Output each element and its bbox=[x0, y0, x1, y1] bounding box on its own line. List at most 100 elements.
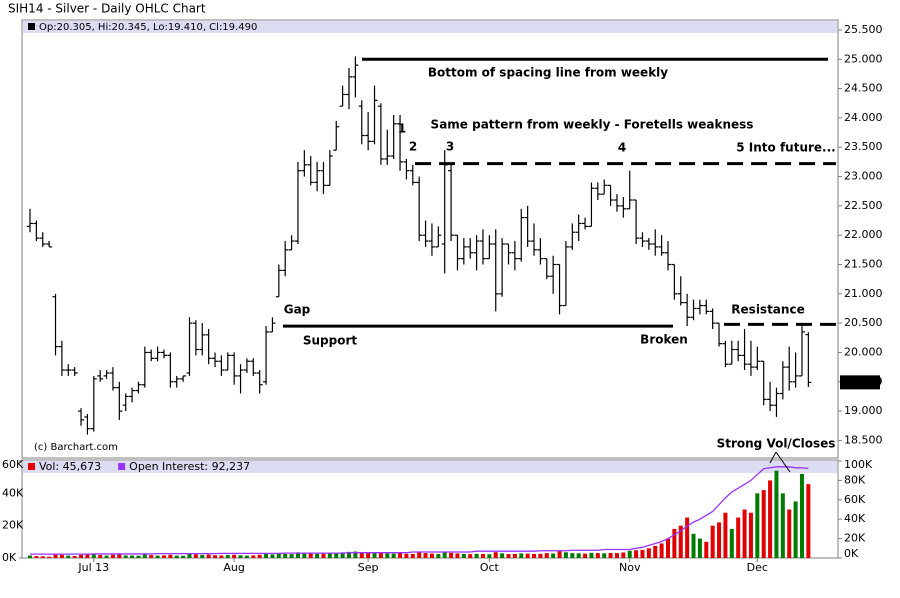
volume-bar bbox=[583, 553, 588, 558]
y-tick-label: 20.000 bbox=[844, 345, 883, 358]
volume-bar bbox=[761, 490, 766, 558]
x-tick-label: Aug bbox=[223, 561, 244, 574]
volume-bar bbox=[315, 553, 320, 558]
volume-bar bbox=[538, 553, 543, 558]
volume-bar bbox=[283, 553, 288, 558]
y-tick-label: 23.000 bbox=[844, 170, 883, 183]
x-tick-label: Nov bbox=[619, 561, 641, 574]
legend-strip bbox=[23, 21, 837, 33]
volume-bar bbox=[110, 554, 115, 558]
volume-bar bbox=[672, 528, 677, 558]
volume-bar bbox=[334, 552, 339, 558]
volume-bar bbox=[634, 550, 639, 558]
volume-bar bbox=[372, 553, 377, 558]
y2-tick-label: 80K bbox=[844, 473, 866, 486]
y-tick-label: 20K bbox=[2, 519, 24, 532]
volume-bar bbox=[729, 528, 734, 558]
volume-bar bbox=[500, 553, 505, 558]
annotation: Strong Vol/Closes bbox=[717, 437, 836, 451]
y-tick-label: 23.500 bbox=[844, 140, 883, 153]
annotation: 3 bbox=[446, 140, 454, 154]
volume-bar bbox=[257, 554, 262, 558]
volume-bar bbox=[461, 553, 466, 558]
volume-bar bbox=[678, 525, 683, 558]
legend-label: Op:20.305, Hi:20.345, Lo:19.410, Cl:19.4… bbox=[39, 22, 257, 33]
legend-label: Open Interest: 92,237 bbox=[129, 460, 250, 473]
annotation: Support bbox=[303, 334, 358, 348]
annotations: Bottom of spacing line from weekly Same … bbox=[284, 66, 836, 473]
volume-bar bbox=[697, 538, 702, 558]
y-tick-label: 22.000 bbox=[844, 228, 883, 241]
volume-bar bbox=[589, 552, 594, 558]
volume-bar bbox=[321, 553, 326, 558]
annotation: Broken bbox=[640, 333, 688, 347]
volume-bar bbox=[449, 552, 454, 558]
volume-bar bbox=[181, 555, 186, 558]
volume-bar bbox=[685, 517, 690, 558]
x-tick-label: Sep bbox=[358, 561, 379, 574]
volume-bar bbox=[378, 552, 383, 558]
volume-bar bbox=[353, 551, 358, 558]
volume-bars bbox=[28, 470, 811, 558]
volume-bar bbox=[385, 553, 390, 558]
volume-bar bbox=[614, 553, 619, 558]
x-tick-label: Jul 13 bbox=[77, 561, 109, 574]
price-panel bbox=[21, 19, 839, 459]
volume-bar bbox=[653, 545, 658, 558]
legend-strip bbox=[23, 461, 837, 473]
ohlc-bars bbox=[27, 56, 812, 435]
volume-bar bbox=[627, 550, 632, 558]
volume-bar bbox=[72, 556, 77, 558]
y-tick-label: 21.000 bbox=[844, 287, 883, 300]
volume-bar bbox=[79, 554, 84, 558]
volume-bar bbox=[28, 555, 32, 558]
volume-bar bbox=[391, 553, 396, 558]
volume-bar bbox=[717, 522, 722, 558]
volume-bar bbox=[193, 554, 198, 558]
volume-bar bbox=[736, 517, 741, 558]
annotation: 5 Into future... bbox=[736, 141, 835, 155]
y-tick-label: 18.500 bbox=[844, 433, 883, 446]
volume-bar bbox=[787, 509, 792, 558]
x-tick-label: Oct bbox=[480, 561, 500, 574]
volume-bar bbox=[295, 552, 300, 558]
volume-bar bbox=[117, 553, 122, 558]
volume-bar bbox=[480, 553, 485, 558]
y-tick-label: 24.500 bbox=[844, 82, 883, 95]
y2-tick-label: 20K bbox=[844, 532, 866, 545]
volume-bar bbox=[270, 554, 275, 558]
volume-bar bbox=[493, 552, 498, 558]
y-tick-label: 25.000 bbox=[844, 52, 883, 65]
volume-bar bbox=[748, 512, 753, 558]
volume-bar bbox=[691, 533, 696, 558]
volume-bar bbox=[276, 553, 281, 558]
volume-bar bbox=[525, 553, 530, 558]
volume-bar bbox=[85, 554, 90, 558]
y-tick-label: 40K bbox=[2, 486, 24, 499]
volume-bar bbox=[468, 554, 473, 558]
y-tick-label: 60K bbox=[2, 458, 24, 471]
annotation: Resistance bbox=[731, 303, 804, 317]
volume-bar bbox=[155, 555, 160, 558]
volume-panel bbox=[21, 459, 839, 559]
volume-bar bbox=[455, 553, 460, 558]
price-tag bbox=[840, 375, 880, 390]
volume-bar bbox=[149, 555, 154, 558]
open-interest-line bbox=[30, 466, 809, 555]
volume-bar bbox=[487, 554, 492, 558]
volume-bar bbox=[225, 555, 230, 558]
volume-bar bbox=[793, 501, 798, 558]
volume-bar bbox=[219, 555, 224, 558]
volume-bar bbox=[238, 555, 243, 558]
volume-bar bbox=[551, 553, 556, 558]
volume-bar bbox=[398, 552, 403, 558]
volume-bar bbox=[302, 553, 307, 558]
volume-bar bbox=[59, 554, 64, 558]
legend-swatch bbox=[28, 463, 35, 470]
volume-bar bbox=[621, 552, 626, 558]
volume-bar bbox=[512, 553, 517, 558]
volume-bar bbox=[710, 525, 715, 558]
y2-tick-label: 0K bbox=[844, 547, 859, 560]
annotation: Same pattern from weekly - Foretells wea… bbox=[431, 118, 754, 132]
